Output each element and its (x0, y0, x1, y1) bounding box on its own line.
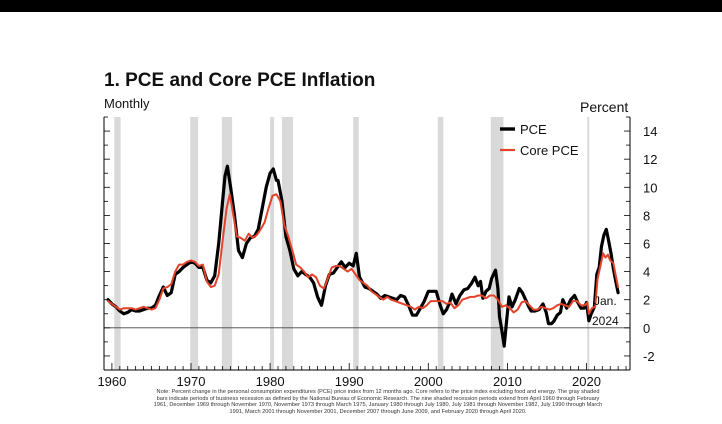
recession-bar (437, 117, 444, 370)
x-tick-label: 1980 (256, 374, 285, 389)
x-tick-label: 2020 (572, 374, 601, 389)
chart-title: 1. PCE and Core PCE Inflation (104, 70, 376, 91)
x-tick-label: 2010 (493, 374, 522, 389)
y-tick-label: -2 (643, 349, 655, 364)
y-axis-unit-label: Percent (580, 99, 629, 115)
y-tick-label: 0 (643, 321, 650, 336)
y-tick-label: 8 (643, 208, 650, 223)
recession-bar (353, 117, 359, 370)
y-tick-label: 14 (643, 124, 657, 139)
series-line-pce (106, 164, 620, 348)
chart-subtitle: Monthly (104, 96, 150, 111)
annotation-month: Jan. (594, 294, 617, 308)
x-tick-label: 1990 (335, 374, 364, 389)
y-tick-label: 10 (643, 180, 657, 195)
note-line: bars indicate periods of business recess… (156, 395, 600, 402)
recession-bar (114, 117, 121, 370)
x-tick-label: 2000 (414, 374, 443, 389)
recession-bar (587, 117, 590, 370)
y-tick-label: 2 (643, 293, 650, 308)
recession-bar (190, 117, 199, 370)
y-tick-label: 12 (643, 152, 657, 167)
series-line-core-pce (107, 193, 620, 315)
y-tick-label: 4 (643, 265, 650, 280)
recession-bar (270, 117, 275, 370)
x-tick-label: 1970 (177, 374, 206, 389)
y-tick-label: 6 (643, 237, 650, 252)
legend-label: PCE (520, 122, 547, 137)
recession-bar (221, 117, 233, 370)
note-line: 1961, December 1969 through November 197… (153, 402, 603, 409)
x-tick-label: 1960 (97, 374, 126, 389)
chart-note: Note: Percent change in the personal con… (98, 389, 658, 415)
note-line: Note: Percent change in the personal con… (156, 389, 600, 395)
note-line: 1991, March 2001 through November 2001, … (229, 408, 527, 415)
top-black-bar (0, 0, 722, 12)
legend-label: Core PCE (520, 143, 579, 158)
annotation-year: 2024 (592, 314, 619, 328)
